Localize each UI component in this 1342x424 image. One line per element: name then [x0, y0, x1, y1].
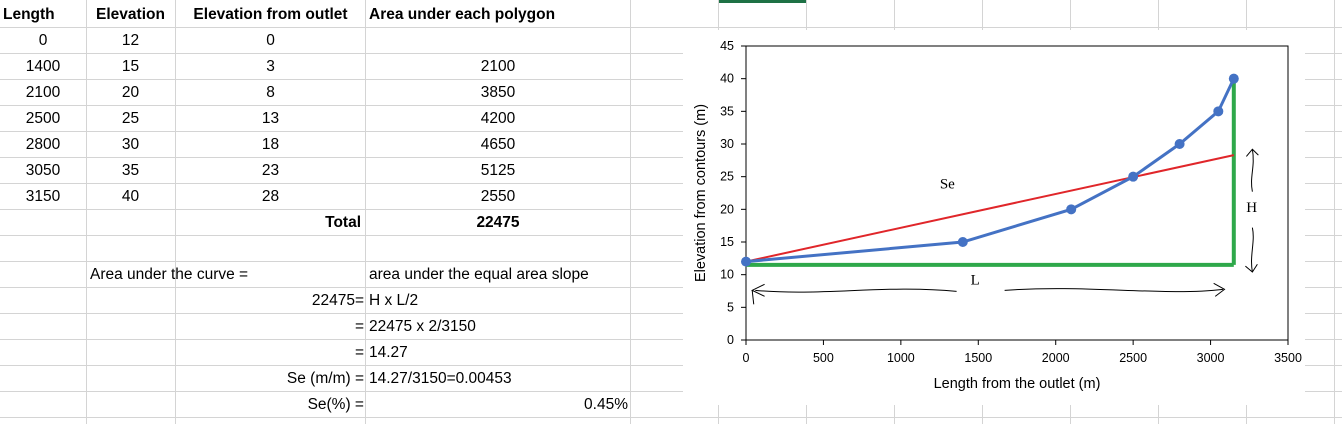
- equal-area-slope-line: [745, 154, 1235, 263]
- h-arrow-up-head: [1245, 148, 1259, 157]
- y-tick-label: 5: [727, 300, 734, 314]
- cell-elevation[interactable]: 20: [121, 84, 140, 101]
- y-tick-label: 30: [720, 137, 734, 151]
- cell-elevation[interactable]: 12: [121, 32, 140, 49]
- cell-length[interactable]: 3150: [25, 188, 61, 205]
- profile-data-point: [1174, 139, 1185, 149]
- calc-line4-right[interactable]: 14.27/3150=0.00453: [369, 370, 512, 387]
- embedded-chart[interactable]: 0 500 1000 1500 2000 2500 3000 3500 0 5 10 15 20 25 30…: [683, 30, 1305, 405]
- total-value[interactable]: 22475: [476, 214, 520, 231]
- x-tick-label: 1500: [964, 351, 992, 365]
- area-equal-slope-label[interactable]: area under the equal area slope: [369, 266, 589, 283]
- plot-area-frame: [745, 45, 1289, 341]
- y-tick-label: 0: [727, 333, 734, 347]
- cell-length[interactable]: 2500: [25, 110, 61, 127]
- cell-elevation[interactable]: 25: [121, 110, 140, 127]
- cell-elevation[interactable]: 15: [121, 58, 140, 75]
- cell-elevation-from-outlet[interactable]: 8: [266, 84, 275, 101]
- y-tick-label: 10: [720, 268, 734, 282]
- area-under-curve-label[interactable]: Area under the curve =: [90, 266, 249, 283]
- x-tick-label: 0: [743, 351, 750, 365]
- cell-elevation-from-outlet[interactable]: 18: [261, 136, 280, 153]
- profile-data-point: [1128, 171, 1139, 182]
- calc-line2-left[interactable]: =: [354, 318, 364, 335]
- cell-area[interactable]: 3850: [480, 84, 516, 101]
- y-axis-title: Elevation from contours (m): [693, 104, 709, 282]
- h-annotation: H: [1246, 200, 1257, 216]
- cell-length[interactable]: 3050: [25, 162, 61, 179]
- cell-elevation[interactable]: 40: [121, 188, 140, 205]
- cell-length[interactable]: 0: [38, 32, 48, 49]
- cell-elevation-from-outlet[interactable]: 0: [266, 32, 275, 49]
- se-annotation: Se: [940, 176, 955, 192]
- header-length[interactable]: Length: [3, 6, 55, 23]
- h-arrow-down-line: [1251, 227, 1254, 273]
- h-arrow-up-line: [1251, 149, 1254, 192]
- x-tick-label: 3000: [1197, 351, 1225, 365]
- cell-elevation[interactable]: 35: [121, 162, 140, 179]
- y-tick-label: 35: [720, 104, 734, 118]
- header-elevation-from-outlet[interactable]: Elevation from outlet: [193, 6, 348, 23]
- l-arrow-left-line: [755, 288, 957, 293]
- profile-data-point: [741, 256, 751, 267]
- h-arrow-down-head: [1245, 263, 1258, 273]
- se-percent-value[interactable]: 0.45%: [584, 396, 628, 413]
- cell-length[interactable]: 2100: [25, 84, 61, 101]
- y-tick-label: 40: [720, 72, 734, 86]
- cell-elevation-from-outlet[interactable]: 13: [261, 110, 280, 127]
- x-tick-label: 3500: [1274, 351, 1302, 365]
- profile-data-point: [1228, 73, 1239, 84]
- x-tick-label: 500: [813, 351, 834, 365]
- header-area-under-polygon[interactable]: Area under each polygon: [369, 6, 556, 23]
- l-arrow-left-head: [751, 283, 765, 305]
- l-annotation: L: [971, 272, 980, 288]
- profile-data-point: [957, 237, 968, 247]
- x-tick-label: 2500: [1119, 351, 1147, 365]
- x-tick-label: 1000: [887, 351, 915, 365]
- cell-area[interactable]: 4650: [480, 136, 516, 153]
- cell-elevation-from-outlet[interactable]: 23: [261, 162, 280, 179]
- chart-svg: 0 500 1000 1500 2000 2500 3000 3500 0 5 10 15 20 25 30…: [683, 30, 1305, 405]
- profile-data-point: [1066, 204, 1077, 215]
- y-tick-label: 45: [720, 39, 734, 53]
- cell-area[interactable]: 4200: [480, 110, 516, 127]
- total-label[interactable]: Total: [325, 214, 361, 231]
- selected-cell-indicator: [718, 0, 806, 3]
- chart-area: [683, 30, 1305, 405]
- calc-line4-left[interactable]: Se (m/m) =: [286, 370, 364, 387]
- l-arrow-right-line: [1004, 288, 1224, 293]
- x-tick-label: 2000: [1042, 351, 1070, 365]
- calc-line5-left[interactable]: Se(%) =: [307, 396, 364, 413]
- l-arrow-right-head: [1213, 282, 1226, 297]
- header-elevation[interactable]: Elevation: [96, 6, 165, 23]
- y-tick-label: 20: [720, 202, 734, 216]
- x-axis-title: Length from the outlet (m): [934, 376, 1101, 392]
- cell-length[interactable]: 1400: [25, 58, 61, 75]
- calc-line3-left[interactable]: =: [354, 344, 364, 361]
- cell-elevation[interactable]: 30: [121, 136, 140, 153]
- cell-elevation-from-outlet[interactable]: 3: [266, 58, 275, 75]
- cell-area[interactable]: 2100: [480, 58, 516, 75]
- profile-data-point: [1213, 106, 1224, 117]
- calc-line2-right[interactable]: 22475 x 2/3150: [369, 318, 476, 335]
- y-tick-label: 25: [720, 170, 734, 184]
- cell-length[interactable]: 2800: [25, 136, 61, 153]
- cell-elevation-from-outlet[interactable]: 28: [261, 188, 280, 205]
- calc-line3-right[interactable]: 14.27: [369, 344, 408, 361]
- cell-area[interactable]: 5125: [480, 162, 516, 179]
- cell-area[interactable]: 2550: [480, 188, 516, 205]
- y-tick-label: 15: [720, 235, 734, 249]
- cell-area[interactable]: [366, 28, 630, 54]
- calc-line1-left[interactable]: 22475=: [311, 292, 364, 309]
- calc-line1-right[interactable]: H x L/2: [369, 292, 419, 309]
